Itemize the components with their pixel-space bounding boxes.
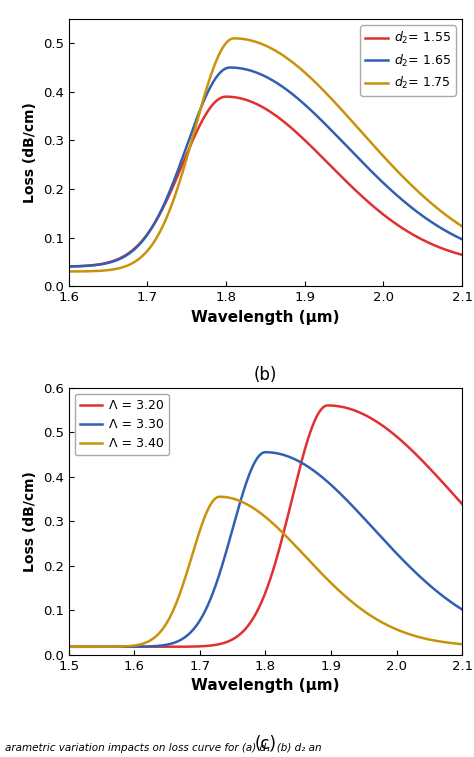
Legend: Λ = 3.20, Λ = 3.30, Λ = 3.40: Λ = 3.20, Λ = 3.30, Λ = 3.40 [75, 394, 169, 456]
Line: Λ = 3.40: Λ = 3.40 [69, 497, 462, 646]
Line: Λ = 3.30: Λ = 3.30 [69, 452, 462, 646]
$d_2$= 1.55 [234, 93, 240, 102]
$d_2$= 1.55 [134, 241, 140, 251]
Λ = 3.30 [234, 510, 239, 519]
$d_2$= 1.55 [223, 92, 229, 101]
$d_2$= 1.75 [234, 34, 240, 43]
$d_2$= 1.55 [410, 229, 415, 238]
Text: arametric variation impacts on loss curve for (a) d₁, (b) d₂ an: arametric variation impacts on loss curv… [5, 743, 321, 753]
$d_2$= 1.65 [459, 235, 465, 244]
Λ = 3.40 [217, 492, 222, 501]
Λ = 3.40 [111, 642, 117, 651]
$d_2$= 1.65 [111, 257, 117, 266]
$d_2$= 1.65 [227, 63, 233, 72]
$d_2$= 1.65 [134, 242, 140, 251]
$d_2$= 1.55 [217, 94, 222, 103]
Λ = 3.30 [217, 569, 222, 578]
Λ = 3.40 [66, 642, 72, 651]
$d_2$= 1.75 [452, 217, 457, 226]
$d_2$= 1.55 [459, 251, 465, 260]
Λ = 3.20 [410, 446, 415, 455]
Y-axis label: Loss (dB/cm): Loss (dB/cm) [23, 102, 37, 203]
Λ = 3.20 [134, 642, 140, 651]
$d_2$= 1.65 [452, 231, 457, 240]
$d_2$= 1.75 [231, 34, 237, 43]
Λ = 3.30 [66, 642, 72, 651]
Λ = 3.30 [111, 642, 117, 651]
$d_2$= 1.65 [410, 204, 415, 213]
X-axis label: Wavelength (μm): Wavelength (μm) [191, 678, 340, 693]
$d_2$= 1.75 [217, 49, 222, 58]
Λ = 3.30 [410, 565, 415, 574]
Λ = 3.40 [234, 495, 240, 504]
Λ = 3.20 [66, 642, 72, 651]
Line: $d_2$= 1.65: $d_2$= 1.65 [69, 67, 462, 266]
Legend: $d_2$= 1.55, $d_2$= 1.65, $d_2$= 1.75: $d_2$= 1.55, $d_2$= 1.65, $d_2$= 1.75 [360, 25, 456, 96]
Line: Λ = 3.20: Λ = 3.20 [69, 406, 462, 646]
$d_2$= 1.65 [66, 262, 72, 271]
$d_2$= 1.75 [459, 222, 465, 231]
Λ = 3.40 [459, 640, 465, 649]
Λ = 3.20 [459, 500, 465, 509]
Λ = 3.20 [234, 632, 239, 641]
X-axis label: Wavelength (μm): Wavelength (μm) [191, 310, 340, 325]
Y-axis label: Loss (dB/cm): Loss (dB/cm) [23, 471, 37, 572]
Text: (b): (b) [254, 366, 277, 385]
$d_2$= 1.55 [111, 257, 117, 266]
Λ = 3.20 [452, 491, 457, 500]
$d_2$= 1.75 [410, 182, 415, 191]
$d_2$= 1.65 [217, 69, 222, 78]
Λ = 3.20 [111, 642, 117, 651]
Λ = 3.30 [134, 642, 140, 651]
Λ = 3.40 [217, 492, 223, 501]
Line: $d_2$= 1.55: $d_2$= 1.55 [69, 97, 462, 266]
$d_2$= 1.55 [452, 248, 457, 257]
Line: $d_2$= 1.75: $d_2$= 1.75 [69, 39, 462, 272]
Λ = 3.40 [452, 639, 457, 648]
$d_2$= 1.75 [66, 267, 72, 276]
Λ = 3.30 [263, 447, 268, 456]
$d_2$= 1.75 [134, 256, 140, 265]
$d_2$= 1.55 [66, 262, 72, 271]
Λ = 3.40 [134, 640, 140, 650]
Text: (c): (c) [255, 735, 276, 753]
$d_2$= 1.65 [234, 64, 240, 73]
Λ = 3.20 [325, 401, 331, 410]
Λ = 3.20 [217, 640, 222, 649]
$d_2$= 1.75 [111, 265, 117, 274]
Λ = 3.30 [452, 600, 457, 609]
Λ = 3.30 [459, 605, 465, 614]
Λ = 3.40 [410, 631, 415, 640]
